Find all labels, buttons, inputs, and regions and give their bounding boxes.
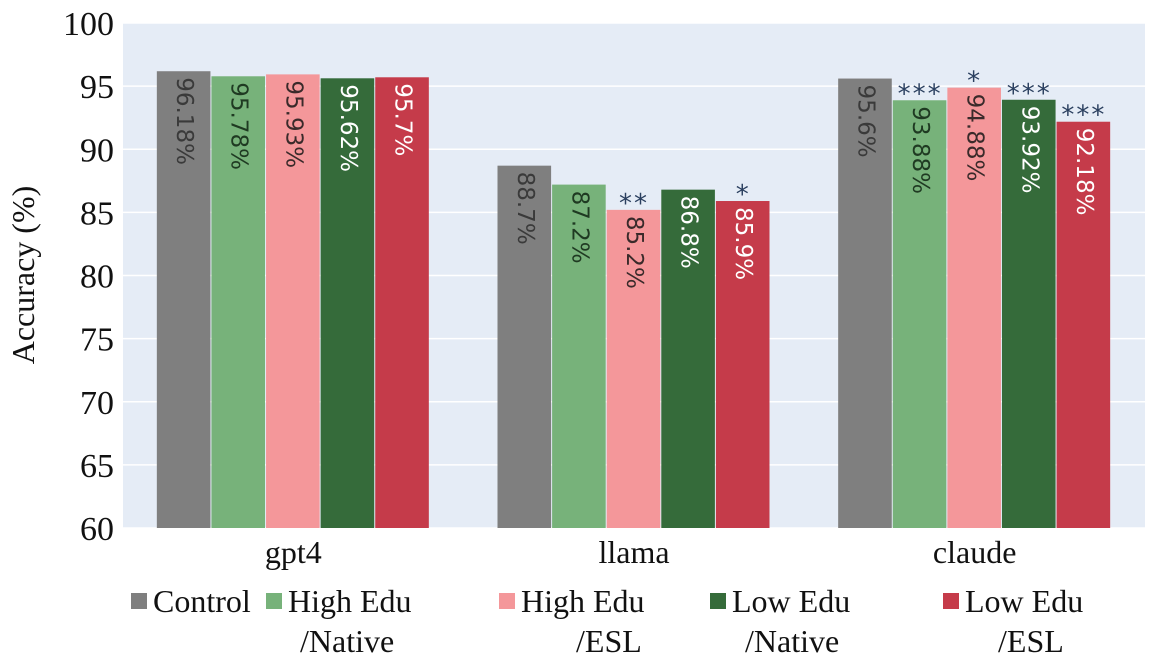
y-tick-label: 80 [80, 259, 114, 296]
legend-label: Low Edu [965, 583, 1083, 619]
bar-value-label: 92.18% [1071, 128, 1097, 216]
legend-label: High Edu [288, 583, 412, 619]
bar [497, 165, 552, 528]
legend-label: /Native [745, 623, 839, 659]
significance-marker: * [736, 180, 751, 210]
bar [1001, 99, 1056, 528]
y-tick-label: 65 [80, 448, 114, 485]
bar [606, 209, 661, 528]
bar [947, 87, 1001, 528]
bar-value-label: 95.62% [335, 84, 361, 172]
bar [211, 76, 266, 528]
bar-value-label: 95.6% [852, 85, 878, 158]
y-tick-label: 60 [80, 511, 114, 548]
bar [156, 71, 211, 528]
bar-value-label: 96.18% [171, 77, 197, 165]
legend-label: /ESL [998, 623, 1064, 659]
legend-swatch [943, 593, 959, 609]
bar-value-label: 95.93% [280, 80, 306, 168]
bar [266, 74, 320, 528]
x-tick-label: gpt4 [265, 534, 322, 570]
legend-swatch [266, 593, 282, 609]
legend-label: High Edu [521, 583, 645, 619]
bar-value-label: 86.8% [676, 196, 702, 269]
bar-value-label: 85.9% [730, 207, 756, 280]
bar [892, 100, 947, 528]
legend-label: /Native [300, 623, 394, 659]
bar-value-label: 93.88% [907, 106, 933, 194]
y-tick-label: 100 [63, 6, 114, 43]
legend-label: Control [153, 583, 251, 619]
legend-label: Low Edu [732, 583, 850, 619]
bar-value-label: 95.78% [226, 82, 252, 170]
bar [838, 78, 892, 529]
bar [661, 189, 715, 528]
x-tick-label: claude [933, 534, 1017, 570]
y-tick-label: 90 [80, 132, 114, 169]
y-axis-label: Accuracy (%) [5, 186, 41, 365]
significance-marker: *** [1061, 101, 1106, 131]
bar-labels-group: 96.18% 95.78% 95.93% 95.62% 95.7% 88.7% 87.2% 8… [171, 77, 1097, 289]
legend-swatch [499, 593, 515, 609]
bar [375, 77, 429, 528]
bar [1056, 121, 1111, 528]
bar-value-label: 87.2% [566, 191, 592, 264]
y-axis-ticks: 60 65 70 75 80 85 90 95 100 [63, 6, 114, 548]
significance-marker: *** [1007, 79, 1052, 109]
significance-marker: *** [898, 79, 943, 109]
x-axis-ticks: gpt4 llama claude [265, 534, 1017, 570]
x-tick-label: llama [598, 534, 669, 570]
legend-label: /ESL [576, 623, 642, 659]
significance-markers-group: ** **** * ****** [619, 67, 1106, 219]
bar [320, 78, 375, 529]
bar-value-label: 88.7% [512, 172, 538, 245]
y-tick-label: 75 [80, 322, 114, 359]
legend-swatch [131, 593, 147, 609]
bar-value-label: 94.88% [962, 94, 988, 182]
significance-marker: ** [619, 189, 649, 219]
bars-group [156, 71, 1111, 529]
bar [715, 201, 770, 528]
legend-swatch [710, 593, 726, 609]
y-tick-label: 85 [80, 195, 114, 232]
bar-value-label: 85.2% [621, 216, 647, 289]
bar [552, 184, 606, 528]
significance-marker: * [967, 67, 982, 97]
bar-value-label: 93.92% [1016, 106, 1042, 194]
y-tick-label: 95 [80, 69, 114, 106]
bar-value-label: 95.7% [390, 83, 416, 156]
legend: Control High Edu/Native High Edu/ESL Low Ed… [131, 583, 1083, 659]
y-tick-label: 70 [80, 385, 114, 422]
